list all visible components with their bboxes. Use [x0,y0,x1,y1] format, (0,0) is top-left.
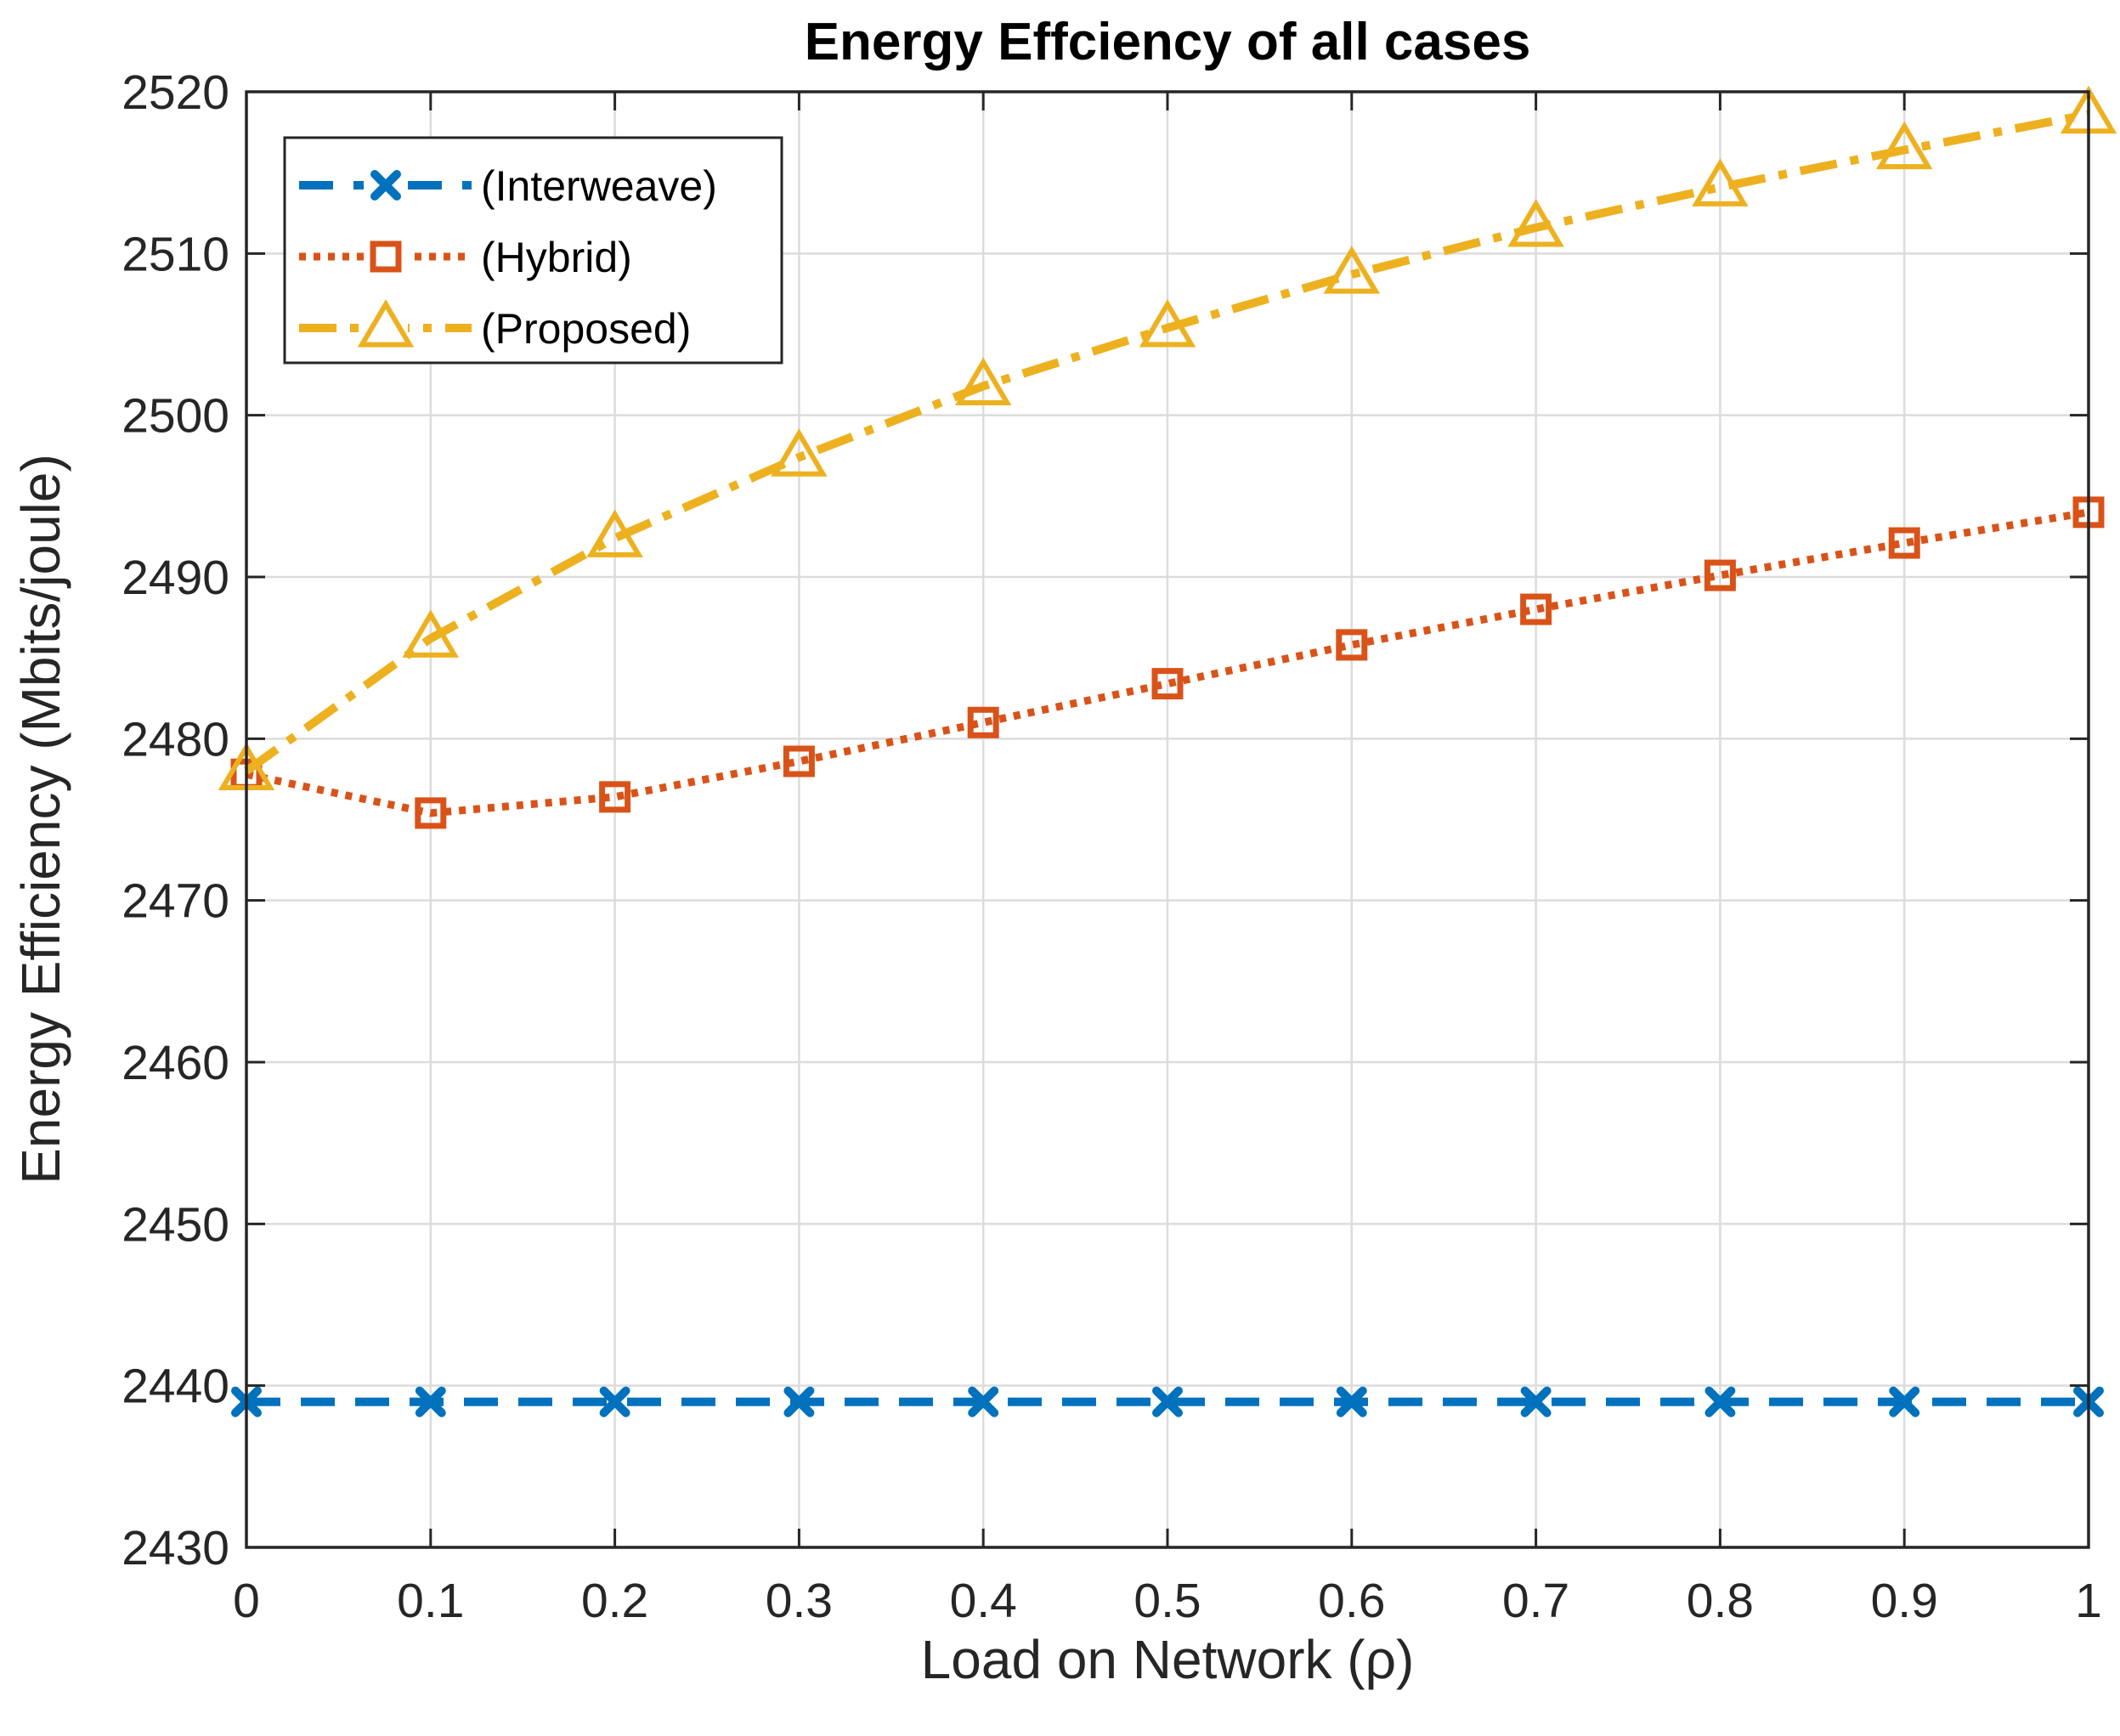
y-tick-label: 2460 [122,1036,229,1090]
data-point-marker [1692,158,1749,206]
data-point-marker [415,797,447,829]
data-point-marker [1520,593,1552,625]
tick-marks [245,90,2090,1549]
legend-item: (Proposed) [299,299,691,355]
legend-label: (Proposed) [481,305,691,353]
series-layer [218,85,2117,1417]
data-point-marker [1152,1386,1183,1417]
data-point-marker [1323,246,1381,294]
tick-labels: 0 0.1 0.2 0.3 0.4 0.5 0.6 0.7 0.8 0.9 1 2430 2440 245… [122,65,2102,1628]
data-point-marker [1336,1386,1367,1417]
x-tick-label: 0.1 [397,1574,464,1628]
data-point-marker [1139,298,1196,348]
data-point-marker [954,357,1012,406]
y-tick-label: 2520 [122,65,229,120]
legend-marker [357,299,415,348]
data-point-marker [1336,629,1368,661]
series-line [246,508,2089,817]
y-tick-label: 2490 [122,551,229,605]
data-point-marker [1875,121,1933,170]
data-point-marker [1888,527,1920,559]
data-point-marker [783,1386,815,1417]
legend-marker [370,240,402,273]
legend-label: (Interweave) [481,162,717,210]
y-tick-label: 2510 [122,227,229,281]
data-point-marker [1704,1386,1736,1417]
x-tick-label: 0.3 [766,1574,833,1628]
y-axis-label: Energy Efficiency (Mbits/joule) [10,454,71,1185]
data-point-marker [1704,559,1736,591]
series-line [244,110,2089,775]
data-point-marker [1151,668,1184,700]
chart-title: Energy Effciency of all cases [805,13,1531,71]
x-tick-label: 0 [233,1574,260,1628]
x-tick-label: 0.8 [1687,1574,1754,1628]
y-tick-label: 2450 [122,1197,229,1252]
x-axis-label: Load on Network (ρ) [921,1629,1415,1690]
data-point-marker [968,1386,999,1417]
y-tick-label: 2430 [122,1521,229,1575]
x-tick-label: 0.2 [581,1574,648,1628]
y-tick-label: 2440 [122,1360,229,1414]
data-point-marker [586,509,643,557]
x-tick-label: 0.7 [1502,1574,1569,1628]
x-tick-label: 0.6 [1318,1574,1385,1628]
legend-item: (Hybrid) [299,229,632,284]
x-tick-label: 1 [2075,1574,2102,1628]
data-point-marker [1889,1386,1920,1417]
data-point-marker [783,745,815,778]
y-tick-label: 2470 [122,874,229,929]
x-tick-label: 0.5 [1133,1574,1201,1628]
data-point-marker [599,1386,630,1417]
data-point-marker [771,428,828,477]
data-point-marker [967,706,999,738]
data-point-marker [599,781,631,813]
data-point-marker [402,609,460,658]
data-point-marker [415,1386,446,1417]
legend-marker [370,170,401,201]
x-tick-label: 0.4 [950,1574,1017,1628]
legend-label: (Hybrid) [481,234,632,281]
x-tick-label: 0.9 [1871,1574,1938,1628]
data-point-marker [1520,1386,1552,1417]
series-proposed [218,85,2117,790]
legend-item: (Interweave) [299,158,717,212]
legend: (Interweave) (Hybrid) (Proposed) [283,136,783,365]
y-tick-label: 2500 [122,389,229,444]
y-tick-label: 2480 [122,712,229,766]
data-point-marker [1507,198,1564,247]
